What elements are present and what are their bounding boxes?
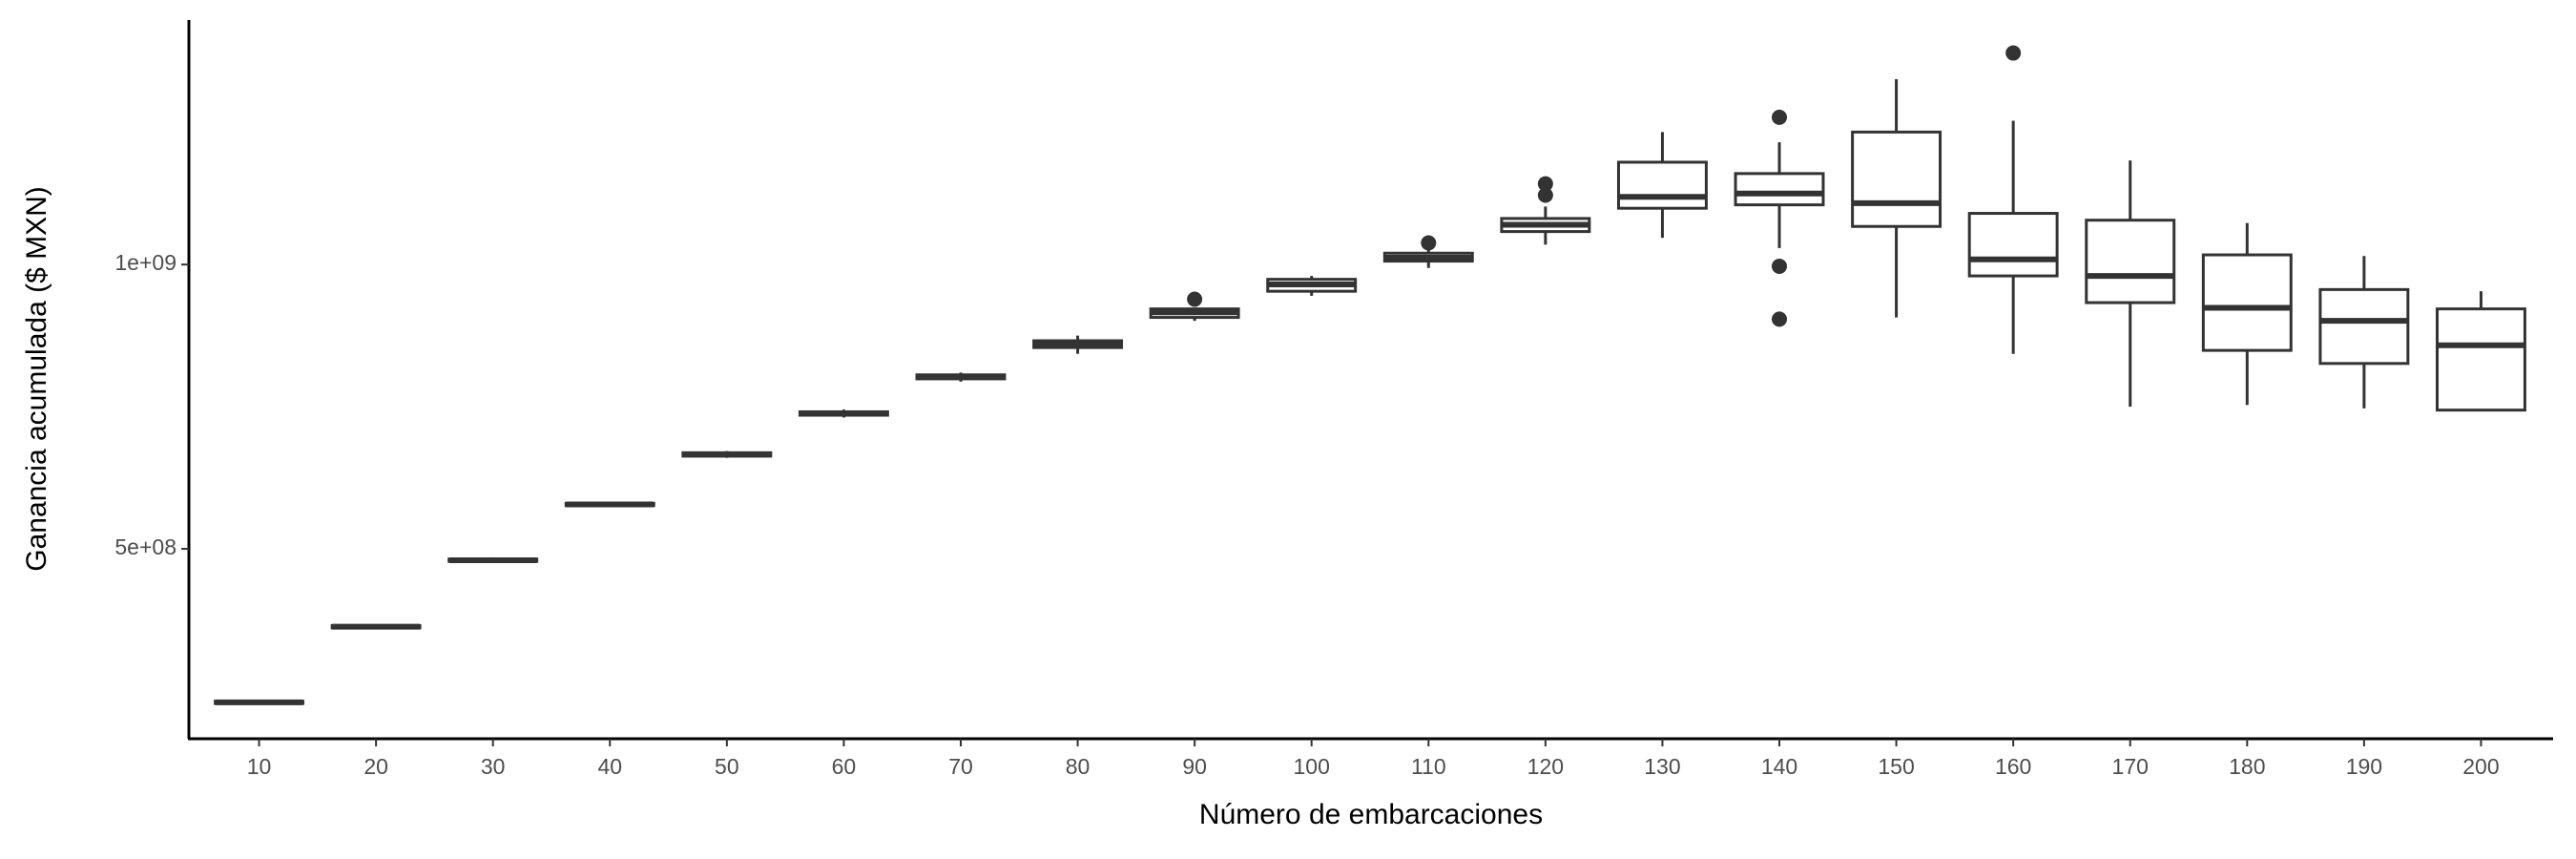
outlier [2005, 45, 2022, 61]
outlier [1772, 109, 1788, 125]
x-tick-label: 170 [2112, 754, 2149, 779]
x-tick-label: 160 [1995, 754, 2031, 779]
x-tick-label: 20 [364, 754, 388, 779]
x-tick-label: 200 [2462, 754, 2499, 779]
box [2201, 253, 2293, 352]
x-tick-label: 120 [1527, 754, 1564, 779]
box [2435, 307, 2526, 412]
outlier [1187, 291, 1203, 307]
x-tick-label: 110 [1411, 754, 1446, 779]
outlier [1537, 187, 1553, 203]
outlier [1421, 235, 1437, 251]
box [1734, 172, 1825, 207]
x-tick-label: 150 [1878, 754, 1914, 779]
x-tick-label: 50 [715, 754, 739, 779]
outlier [1772, 258, 1788, 274]
x-tick-label: 30 [481, 754, 506, 779]
outlier [1537, 176, 1553, 192]
x-tick-label: 100 [1294, 754, 1330, 779]
outlier [1772, 311, 1788, 327]
x-tick-label: 140 [1761, 754, 1797, 779]
x-tick-label: 80 [1066, 754, 1091, 779]
box [1967, 212, 2059, 278]
y-tick-label: 1e+09 [114, 250, 177, 275]
x-tick-label: 40 [597, 754, 622, 779]
x-tick-label: 60 [832, 754, 857, 779]
x-axis-title: Número de embarcaciones [1199, 799, 1543, 830]
box [1616, 160, 1708, 210]
box [2085, 219, 2176, 304]
y-axis-title: Ganancia acumulada ($ MXN) [21, 186, 52, 572]
box [2318, 287, 2410, 366]
y-tick-label: 5e+08 [114, 534, 177, 559]
box [1851, 130, 1942, 228]
x-tick-label: 180 [2229, 754, 2265, 779]
x-tick-label: 130 [1644, 754, 1680, 779]
x-tick-label: 70 [948, 754, 973, 779]
x-tick-label: 190 [2346, 754, 2382, 779]
x-tick-label: 90 [1182, 754, 1207, 779]
x-tick-label: 10 [247, 754, 272, 779]
